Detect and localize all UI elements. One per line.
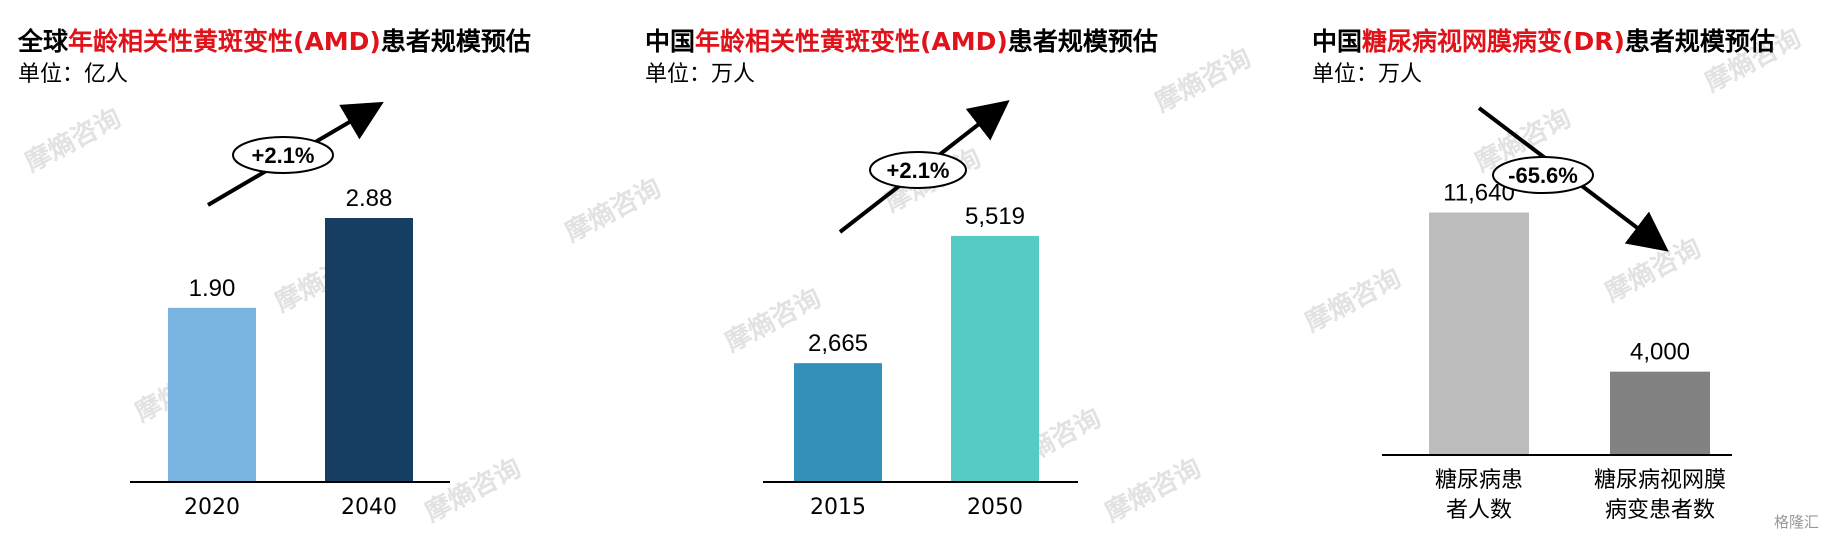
growth-rate-label: +2.1% (887, 158, 950, 183)
bar-1 (1610, 371, 1710, 455)
corner-watermark: 格隆汇 (1773, 514, 1819, 531)
bar-1 (325, 218, 413, 482)
category-tick-label: 糖尿病患 (1435, 468, 1523, 493)
chart-title: 中国年龄相关性黄斑变性(AMD)患者规模预估 (645, 22, 1158, 58)
unit-label: 单位：万人 (645, 62, 756, 87)
title-prefix: 全球 (18, 27, 69, 56)
bar-1 (951, 235, 1039, 482)
category-tick-label: 2040 (341, 495, 397, 520)
bar-0 (794, 363, 882, 482)
chart-panel-china-dr: 中国糖尿病视网膜病变(DR)患者规模预估 单位：万人 11,640 糖尿病患 者人数… (1312, 0, 1825, 540)
chart-panel-china-amd: 中国年龄相关性黄斑变性(AMD)患者规模预估 单位：万人 2,665 2015 5,… (645, 0, 1205, 540)
category-tick-label: 2050 (967, 495, 1023, 520)
data-label-1: 5,519 (965, 203, 1025, 230)
growth-rate-label: +2.1% (252, 143, 315, 168)
data-label-1: 2.88 (346, 185, 393, 212)
chart-title: 全球年龄相关性黄斑变性(AMD)患者规模预估 (18, 22, 531, 58)
title-prefix: 中国 (645, 27, 696, 56)
bar-chart: 2,665 2015 5,519 2050 +2.1% (763, 100, 1078, 520)
chart-panel-global-amd: 全球年龄相关性黄斑变性(AMD)患者规模预估 单位：亿人 1.90 2020 2.8… (18, 0, 578, 540)
unit-label: 单位：万人 (1312, 62, 1423, 87)
category-tick-label: 者人数 (1446, 498, 1512, 523)
bar-chart: 1.90 2020 2.88 2040 +2.1% (130, 101, 450, 520)
title-suffix: 患者规模预估 (1624, 27, 1775, 56)
growth-badge (869, 151, 967, 189)
title-highlight: 糖尿病视网膜病变(DR) (1362, 27, 1625, 56)
bar-0 (168, 307, 256, 482)
bar-0 (1429, 212, 1529, 455)
category-tick-label: 2015 (810, 495, 866, 520)
data-label-1: 4,000 (1630, 339, 1690, 366)
category-tick-label: 2020 (184, 495, 240, 520)
growth-badge (232, 136, 334, 174)
title-highlight: 年龄相关性黄斑变性(AMD) (68, 27, 381, 56)
title-suffix: 患者规模预估 (1007, 27, 1158, 56)
growth-badge (1492, 156, 1594, 194)
title-highlight: 年龄相关性黄斑变性(AMD) (695, 27, 1008, 56)
data-label-0: 2,665 (808, 330, 868, 357)
category-tick-label: 病变患者数 (1605, 498, 1715, 523)
data-label-0: 1.90 (189, 275, 236, 302)
unit-label: 单位：亿人 (18, 62, 129, 87)
chart-title: 中国糖尿病视网膜病变(DR)患者规模预估 (1312, 22, 1775, 58)
growth-rate-label: -65.6% (1508, 163, 1578, 188)
title-prefix: 中国 (1312, 27, 1363, 56)
title-suffix: 患者规模预估 (380, 27, 531, 56)
category-tick-label: 糖尿病视网膜 (1594, 468, 1726, 493)
